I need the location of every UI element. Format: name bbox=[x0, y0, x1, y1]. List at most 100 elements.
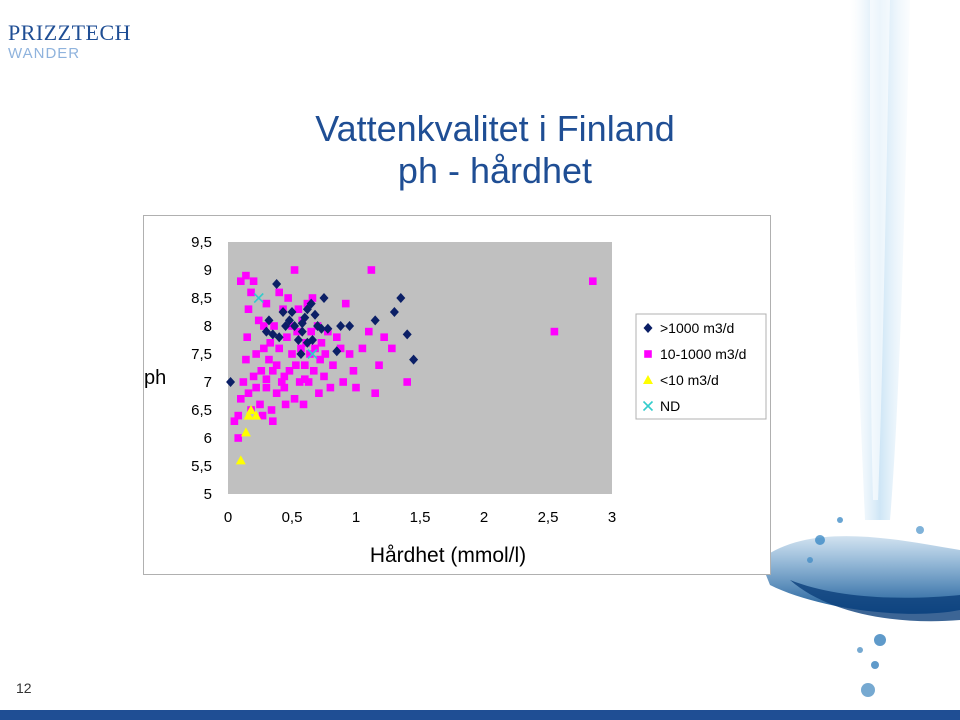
data-point bbox=[332, 346, 342, 357]
data-point bbox=[329, 361, 337, 369]
page-number: 12 bbox=[16, 680, 32, 696]
data-point bbox=[326, 383, 335, 392]
data-point bbox=[252, 383, 260, 392]
data-point bbox=[403, 378, 411, 386]
data-point bbox=[296, 349, 306, 359]
water-splash-image bbox=[760, 0, 960, 697]
y-tick-label: 7 bbox=[204, 374, 212, 391]
data-point bbox=[237, 277, 245, 285]
data-point bbox=[260, 322, 268, 330]
data-point bbox=[242, 355, 250, 364]
data-point bbox=[320, 372, 328, 381]
slide-title: Vattenkvalitet i Finland ph - hårdhet bbox=[260, 108, 730, 192]
data-point bbox=[287, 307, 297, 317]
data-point bbox=[336, 344, 345, 353]
data-point bbox=[409, 354, 419, 365]
legend-marker bbox=[644, 350, 652, 358]
legend-entry: <10 m3/d bbox=[660, 372, 719, 388]
data-point bbox=[274, 332, 284, 343]
data-point bbox=[301, 375, 309, 383]
legend-marker bbox=[643, 375, 653, 384]
data-point bbox=[380, 333, 388, 341]
data-point bbox=[336, 321, 346, 331]
data-point bbox=[323, 323, 333, 334]
data-point bbox=[262, 383, 271, 392]
data-point bbox=[267, 406, 276, 414]
data-point bbox=[319, 293, 329, 303]
data-point bbox=[301, 361, 309, 369]
data-point bbox=[272, 361, 281, 369]
data-point bbox=[257, 367, 266, 375]
legend-marker bbox=[643, 323, 653, 333]
data-point bbox=[264, 315, 274, 326]
y-tick-label: 6,5 bbox=[191, 402, 212, 419]
y-tick-label: 5 bbox=[204, 486, 212, 503]
legend-box bbox=[635, 313, 767, 420]
data-point bbox=[239, 378, 248, 386]
plot-area bbox=[228, 242, 612, 494]
data-point bbox=[309, 367, 318, 375]
data-point bbox=[254, 316, 263, 325]
data-point bbox=[302, 304, 312, 315]
data-point bbox=[284, 294, 292, 302]
data-point bbox=[244, 305, 253, 313]
data-point bbox=[589, 277, 597, 285]
x-tick-label: 2 bbox=[480, 509, 488, 526]
data-point bbox=[396, 293, 406, 303]
data-point bbox=[290, 321, 300, 331]
data-point bbox=[402, 329, 412, 340]
data-point bbox=[235, 455, 246, 465]
data-point bbox=[304, 378, 313, 386]
legend-entry: 10-1000 m3/d bbox=[660, 346, 746, 362]
data-point bbox=[275, 344, 283, 353]
data-point bbox=[310, 309, 320, 320]
data-point bbox=[333, 333, 341, 341]
data-point bbox=[252, 350, 260, 358]
data-point bbox=[242, 271, 250, 280]
data-point bbox=[272, 389, 281, 397]
data-point bbox=[339, 378, 347, 386]
y-tick-label: 6 bbox=[204, 430, 212, 447]
data-point bbox=[306, 350, 314, 358]
data-point bbox=[269, 367, 277, 375]
legend-entry: >1000 m3/d bbox=[660, 320, 734, 336]
data-point bbox=[345, 321, 355, 331]
data-point bbox=[290, 266, 299, 274]
data-point bbox=[321, 350, 330, 358]
data-point bbox=[349, 367, 358, 375]
data-point bbox=[281, 321, 291, 331]
x-axis-label: Hårdhet (mmol/l) bbox=[370, 544, 526, 567]
data-point bbox=[243, 333, 251, 341]
data-point bbox=[269, 417, 277, 425]
series-x bbox=[253, 292, 318, 360]
x-tick-labels: 0 0,5 1 1,5 2 2,5 3 bbox=[224, 509, 616, 526]
y-axis-label: ph bbox=[144, 367, 166, 389]
data-point bbox=[260, 344, 268, 353]
data-points bbox=[226, 266, 597, 465]
data-point bbox=[280, 372, 289, 381]
data-point bbox=[307, 327, 315, 336]
data-point bbox=[226, 377, 236, 387]
x-tick-label: 1,5 bbox=[410, 509, 431, 526]
data-point bbox=[292, 361, 300, 369]
data-point bbox=[389, 307, 399, 317]
data-point bbox=[258, 411, 267, 420]
data-point bbox=[251, 410, 262, 420]
logo-brand: PRIZZTECH bbox=[8, 20, 132, 45]
data-point bbox=[345, 350, 354, 358]
data-point bbox=[358, 344, 367, 353]
data-point bbox=[237, 395, 245, 403]
data-point bbox=[281, 400, 290, 409]
y-tick-label: 8,5 bbox=[191, 290, 212, 307]
data-point bbox=[297, 318, 307, 329]
data-point bbox=[550, 327, 559, 336]
data-point bbox=[234, 434, 243, 442]
data-point bbox=[277, 378, 286, 386]
data-point bbox=[316, 323, 326, 334]
data-point bbox=[299, 400, 308, 409]
y-tick-label: 7,5 bbox=[191, 346, 212, 363]
data-point bbox=[244, 389, 253, 397]
data-point bbox=[388, 344, 396, 353]
data-point bbox=[270, 322, 278, 330]
